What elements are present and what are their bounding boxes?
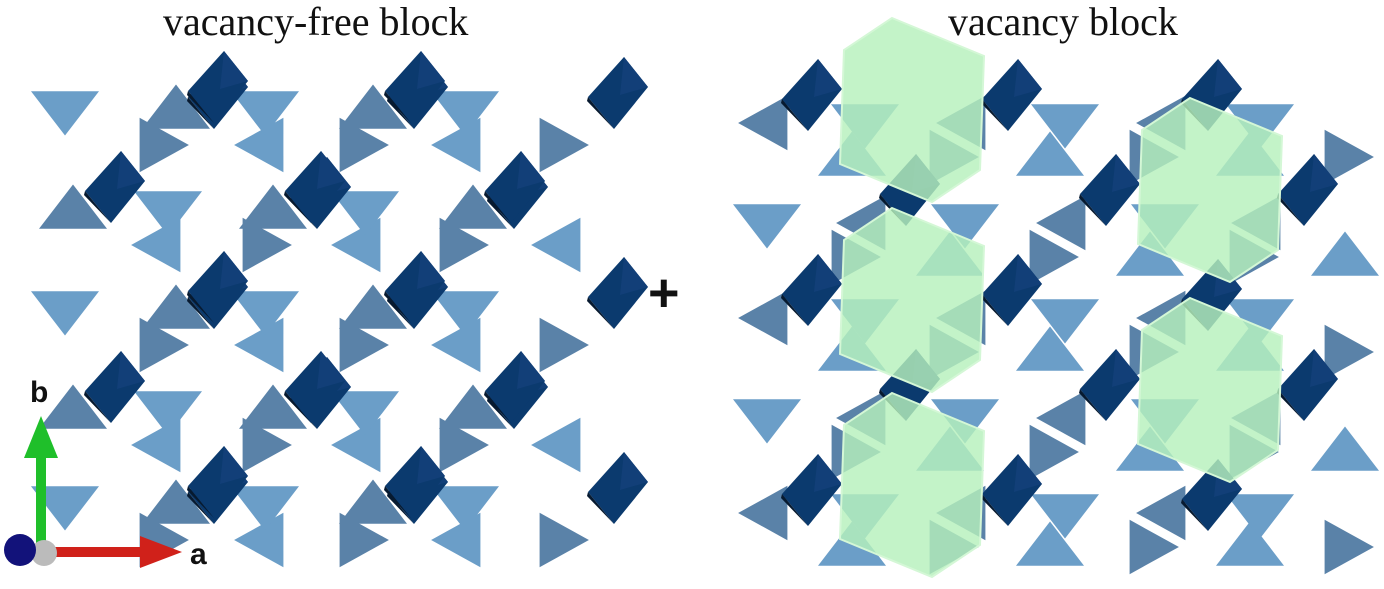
vacancy-free-title: vacancy-free block	[163, 0, 468, 45]
tetrahedron-left-27	[431, 318, 480, 372]
tetrahedron-right-35	[1325, 325, 1374, 379]
tetrahedron-right-59	[1325, 520, 1374, 574]
tetrahedron-left-49	[540, 513, 589, 567]
tetrahedron-right-12	[733, 204, 801, 248]
tetrahedron-right-57	[1216, 522, 1284, 566]
axis-c-sphere	[4, 534, 36, 566]
tetrahedron-left-35	[331, 418, 380, 472]
axis-b-label: b	[30, 376, 48, 410]
tetrahedron-right-36	[733, 399, 801, 443]
tetrahedron-left-29	[540, 318, 589, 372]
octahedron-right-1	[982, 59, 1042, 131]
tetrahedron-right-53	[1016, 522, 1084, 566]
axis-a-label: a	[190, 538, 207, 572]
tetrahedron-right-29	[1016, 327, 1084, 371]
tetrahedron-right-6	[1031, 104, 1099, 148]
tetrahedron-left-32	[134, 391, 202, 435]
tetrahedron-left-44	[231, 486, 299, 530]
tetrahedron-right-5	[1016, 132, 1084, 176]
tetrahedron-left-20	[31, 291, 99, 335]
tetrahedron-right-23	[1311, 232, 1379, 276]
tetrahedron-left-9	[540, 118, 589, 172]
tetrahedron-right-30	[1031, 299, 1099, 343]
tetrahedron-right-54	[1031, 494, 1099, 538]
tetrahedron-left-4	[231, 91, 299, 135]
tetrahedron-right-47	[1311, 427, 1379, 471]
tetrahedron-right-24	[738, 291, 787, 345]
tetrahedron-left-7	[431, 118, 480, 172]
vacancy-title: vacancy block	[948, 0, 1178, 45]
tetrahedron-left-47	[431, 513, 480, 567]
octahedron-left-4	[588, 57, 648, 129]
tetrahedron-left-15	[331, 218, 380, 272]
tetrahedron-left-19	[531, 218, 580, 272]
tetrahedron-right-48	[738, 486, 787, 540]
octahedron-left-24	[588, 452, 648, 524]
octahedron-left-14	[588, 257, 648, 329]
tetrahedron-left-8	[431, 91, 499, 135]
octahedron-right-0	[782, 59, 842, 131]
tetrahedron-right-58	[1226, 494, 1294, 538]
tetrahedron-left-24	[231, 291, 299, 335]
plus-operator: +	[648, 262, 680, 324]
tetrahedron-left-12	[134, 191, 202, 235]
tetrahedron-right-11	[1325, 130, 1374, 184]
tetrahedron-left-48	[431, 486, 499, 530]
tetrahedron-left-39	[531, 418, 580, 472]
tetrahedron-right-0	[738, 96, 787, 150]
tetrahedron-left-0	[31, 91, 99, 135]
tetrahedron-left-28	[431, 291, 499, 335]
